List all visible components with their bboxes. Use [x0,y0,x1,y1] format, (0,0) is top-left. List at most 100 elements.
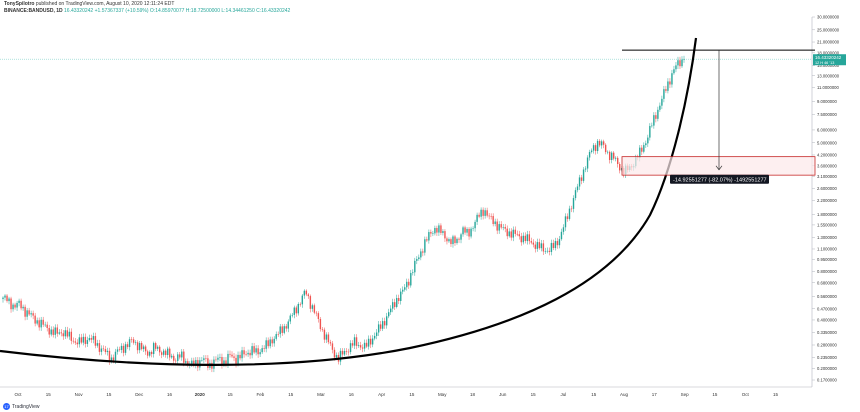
price-tick-label: 25.0000000 [817,27,840,32]
candle-body [255,348,257,353]
candle-body [295,307,297,314]
candle-body [317,313,320,320]
candle-body [245,354,247,355]
candle-body [671,73,673,85]
candle-body [438,225,440,233]
candle-body [94,336,97,346]
price-tick-label: 0.3350000 [817,330,837,335]
candle-body [683,59,685,60]
time-tick-label: May [438,392,447,397]
candle-body [205,358,207,359]
candle-body [514,229,516,234]
candle-body [355,337,358,346]
candle-body [516,233,518,235]
candle-body [52,329,54,335]
candle-body [249,352,251,356]
candle-body [602,141,605,145]
candle-body [293,307,295,315]
candle-body [68,331,70,337]
candle-body [566,216,569,219]
price-tick-label: 2.6000000 [817,186,837,191]
candle-body [456,238,458,244]
candle-body [154,343,157,349]
candle-body [448,239,450,242]
candle-body [36,320,38,324]
candle-body [594,145,597,152]
candle-body [221,357,223,366]
candle-body [134,342,137,343]
price-tick-label: 1.1000000 [817,247,837,252]
candle-body [518,234,520,237]
candle-body [608,151,611,161]
candle-body [520,236,522,243]
price-axis[interactable]: 30.0000000 25.0000000 21.0000000 18.0000000… [812,15,840,383]
time-axis[interactable]: Oct 15 Nov 15 Dec 16 2020 15 Feb 15 Mar 16 Apr 15 May 1… [14,392,778,397]
time-tick-label: Oct [742,392,750,397]
candle-body [86,340,89,344]
candle-body [84,336,87,344]
candle-body [657,109,659,119]
candle-body [679,60,681,67]
candle-body [661,98,663,106]
time-tick-label: Jul [561,392,567,397]
candle-body [612,152,615,159]
candle-body [619,163,621,171]
price-tick-label: 2.2000000 [817,198,837,203]
candle-body [173,355,175,361]
candle-body [313,305,316,313]
candle-body [165,350,167,356]
candle-body [665,89,667,91]
plot-area[interactable] [0,17,812,387]
candle-body [88,338,91,341]
candle-body [160,352,163,355]
candle-body [667,81,669,91]
candle-body [422,251,424,253]
candle-body [38,320,40,328]
time-tick-label: 15 [106,392,112,397]
candle-body [548,250,551,252]
candle-body [72,340,75,342]
candle-body [596,140,599,152]
candle-body [12,304,14,310]
candle-body [528,234,531,242]
candle-body [90,338,93,340]
candle-body [649,126,651,138]
candle-body [227,353,229,365]
candle-body [659,105,661,110]
tradingview-logo[interactable]: 17 TradingView [3,403,40,410]
candle-body [412,272,414,274]
candle-body [235,357,237,364]
candle-body [195,360,197,366]
candle-body [331,343,334,350]
candle-body [681,59,683,67]
candle-body [215,359,217,361]
measure-label: -14.92551277 (-82.07%) -1492551277 [673,177,767,183]
candle-body [554,241,557,249]
candle-body [34,315,36,324]
candle-body [562,227,565,232]
price-tick-label: 0.1700000 [817,378,837,383]
candle-body [287,321,289,329]
candle-body [108,350,111,362]
candle-body [40,319,42,328]
candle-body [259,352,261,355]
support-zone-box[interactable] [621,156,816,176]
candle-body [279,326,281,335]
candle-body [335,355,338,358]
price-tick-label: 0.9500000 [817,257,837,262]
candle-body [542,243,545,252]
candle-body [6,295,8,302]
candle-body [568,208,571,219]
price-tick-label: 1.5500000 [817,223,837,228]
time-tick-label: Aug [620,392,629,397]
candle-body [327,334,330,343]
candle-body [42,319,44,325]
candle-body [460,234,462,240]
candle-body [28,310,30,315]
candle-body [639,147,641,158]
candle-body [22,306,24,309]
price-tick-label: 4.2000000 [817,153,837,158]
candle-body [390,308,392,313]
candle-body [610,152,613,161]
